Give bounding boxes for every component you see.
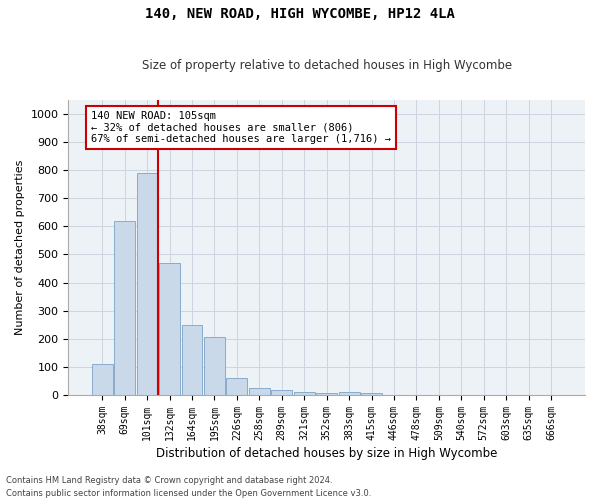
- Bar: [294, 392, 314, 395]
- Bar: [159, 263, 180, 395]
- X-axis label: Distribution of detached houses by size in High Wycombe: Distribution of detached houses by size …: [156, 447, 497, 460]
- Bar: [249, 388, 270, 395]
- Bar: [361, 393, 382, 395]
- Y-axis label: Number of detached properties: Number of detached properties: [15, 160, 25, 335]
- Title: Size of property relative to detached houses in High Wycombe: Size of property relative to detached ho…: [142, 59, 512, 72]
- Text: 140 NEW ROAD: 105sqm
← 32% of detached houses are smaller (806)
67% of semi-deta: 140 NEW ROAD: 105sqm ← 32% of detached h…: [91, 111, 391, 144]
- Bar: [137, 172, 158, 395]
- Bar: [182, 324, 202, 395]
- Bar: [338, 392, 359, 395]
- Bar: [92, 364, 113, 395]
- Bar: [204, 338, 225, 395]
- Bar: [226, 378, 247, 395]
- Text: 140, NEW ROAD, HIGH WYCOMBE, HP12 4LA: 140, NEW ROAD, HIGH WYCOMBE, HP12 4LA: [145, 8, 455, 22]
- Bar: [316, 393, 337, 395]
- Bar: [114, 220, 135, 395]
- Bar: [271, 390, 292, 395]
- Text: Contains HM Land Registry data © Crown copyright and database right 2024.
Contai: Contains HM Land Registry data © Crown c…: [6, 476, 371, 498]
